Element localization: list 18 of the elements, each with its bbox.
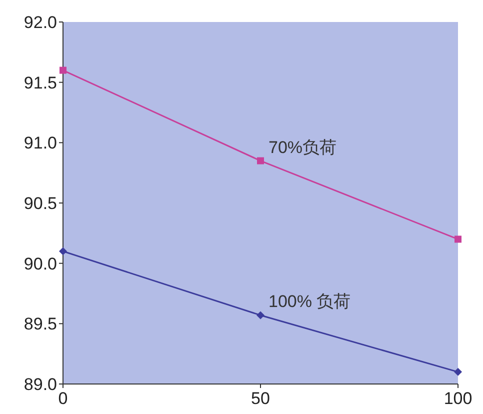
point [454,368,462,376]
x-tick-label: 100 [444,389,472,408]
series-label: 100% 负荷 [268,292,351,312]
point [60,66,66,74]
point [454,236,462,243]
point [256,311,264,320]
y-tick-label: 89.5 [24,314,57,334]
series-label: 70%负荷 [268,138,337,157]
y-tick-label: 90.0 [24,254,57,274]
y-tick-label: 92.0 [24,12,57,32]
x-tick-label: 50 [251,389,270,408]
y-tick-label: 90.5 [24,194,57,213]
y-tick-label: 91.0 [24,134,57,153]
y-tick-label: 89.0 [24,374,57,394]
point [59,247,67,256]
point [257,157,264,164]
x-tick-label: 0 [58,389,68,408]
y-tick-label: 91.5 [24,73,57,92]
